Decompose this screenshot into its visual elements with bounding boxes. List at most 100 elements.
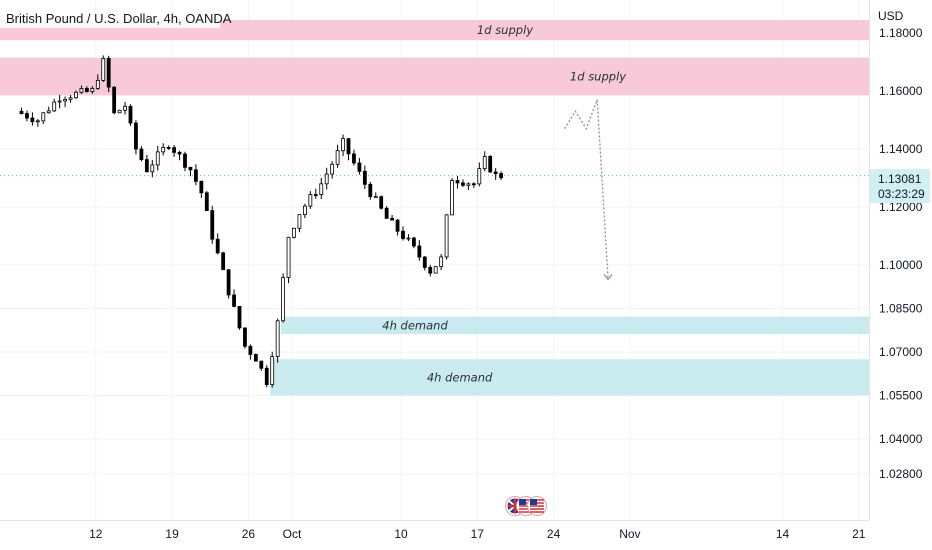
last-price-value: 1.13081	[878, 172, 922, 186]
candle-body	[357, 162, 362, 172]
candle-body	[466, 183, 471, 186]
candle-body	[455, 180, 460, 184]
event-icons[interactable]	[505, 496, 547, 516]
candle	[439, 253, 444, 271]
x-tick-label: 10	[394, 527, 408, 541]
candle	[155, 145, 160, 171]
candle-body	[286, 236, 291, 278]
candle-body	[488, 156, 493, 173]
candle	[253, 353, 258, 362]
candle-body	[373, 196, 378, 199]
title-label: British Pound / U.S. Dollar, 4h, OANDA	[0, 10, 232, 28]
zones: 1d supply 1d supply 4h demand 4h demand	[0, 19, 870, 396]
candle	[346, 138, 351, 161]
candle-body	[270, 356, 275, 386]
candle-body	[379, 196, 384, 209]
candles	[19, 55, 504, 388]
candle-body	[243, 327, 247, 347]
candle-body	[395, 219, 400, 232]
candle	[215, 233, 220, 255]
candle-body	[324, 173, 329, 185]
candle-body	[74, 91, 78, 99]
candle	[221, 251, 226, 271]
candle	[95, 74, 100, 91]
candle-body	[199, 180, 204, 194]
candle	[275, 318, 280, 363]
candle	[417, 240, 422, 261]
candle	[106, 55, 111, 93]
candle-body	[150, 164, 155, 173]
candle	[85, 86, 89, 93]
candle-body	[302, 205, 307, 216]
x-tick-label: 12	[89, 527, 103, 541]
candle	[488, 155, 493, 173]
candle	[248, 344, 253, 360]
candle	[292, 227, 296, 239]
currency-label: USD	[878, 9, 904, 23]
candle-body	[352, 153, 356, 164]
candle-body	[259, 360, 264, 369]
candle-body	[308, 194, 313, 207]
candle	[46, 106, 51, 114]
candle-body	[422, 256, 427, 268]
zone-label: 1d supply	[477, 23, 533, 37]
candle-body	[134, 122, 138, 150]
candle-body	[232, 294, 236, 307]
price-badge-background	[870, 169, 930, 203]
chart-title: British Pound / U.S. Dollar, 4h, OANDA	[6, 11, 232, 26]
candle-body	[68, 97, 73, 100]
us-flag-icon[interactable]	[527, 496, 547, 516]
candle	[74, 90, 78, 99]
x-tick-label: 17	[471, 527, 485, 541]
candle	[188, 166, 193, 177]
candle	[117, 109, 122, 114]
candle	[406, 234, 411, 242]
candle	[281, 273, 286, 323]
candle-body	[406, 237, 411, 240]
projection-line	[563, 99, 609, 280]
x-tick-label: 26	[242, 527, 256, 541]
candle	[461, 179, 465, 188]
candle	[411, 236, 416, 249]
candle-body	[144, 159, 149, 173]
candle	[30, 112, 35, 126]
candle	[384, 206, 389, 219]
candle	[270, 351, 275, 388]
candle-body	[281, 277, 286, 322]
candle-body	[90, 88, 95, 92]
candle	[319, 177, 324, 199]
us-flag-canton	[530, 499, 537, 505]
y-tick-label: 1.04000	[879, 432, 923, 446]
candle	[35, 118, 40, 127]
candle	[297, 214, 302, 233]
candle	[362, 165, 367, 190]
candle-body	[292, 227, 296, 238]
candle-body	[193, 169, 198, 182]
candle	[123, 101, 127, 115]
candle-body	[30, 117, 35, 123]
candle	[373, 192, 378, 199]
candle-body	[112, 86, 117, 114]
candle	[357, 157, 362, 175]
demand-zone	[281, 316, 870, 335]
candle	[144, 154, 149, 173]
candle-body	[411, 237, 416, 247]
candle-body	[482, 156, 487, 170]
candle	[52, 98, 57, 113]
candle	[128, 104, 133, 126]
candle-body	[368, 183, 373, 198]
candle	[210, 205, 215, 244]
candle-body	[226, 269, 231, 296]
projection-arrowhead	[603, 274, 613, 281]
candle-body	[335, 150, 340, 165]
candle	[444, 214, 449, 260]
y-tick-label: 1.05500	[879, 389, 923, 403]
candle-body	[346, 138, 351, 155]
candle	[134, 120, 138, 155]
candle-body	[85, 88, 89, 92]
candle	[286, 236, 291, 284]
candle	[308, 191, 313, 209]
candle-body	[384, 207, 389, 219]
candle	[41, 112, 46, 125]
